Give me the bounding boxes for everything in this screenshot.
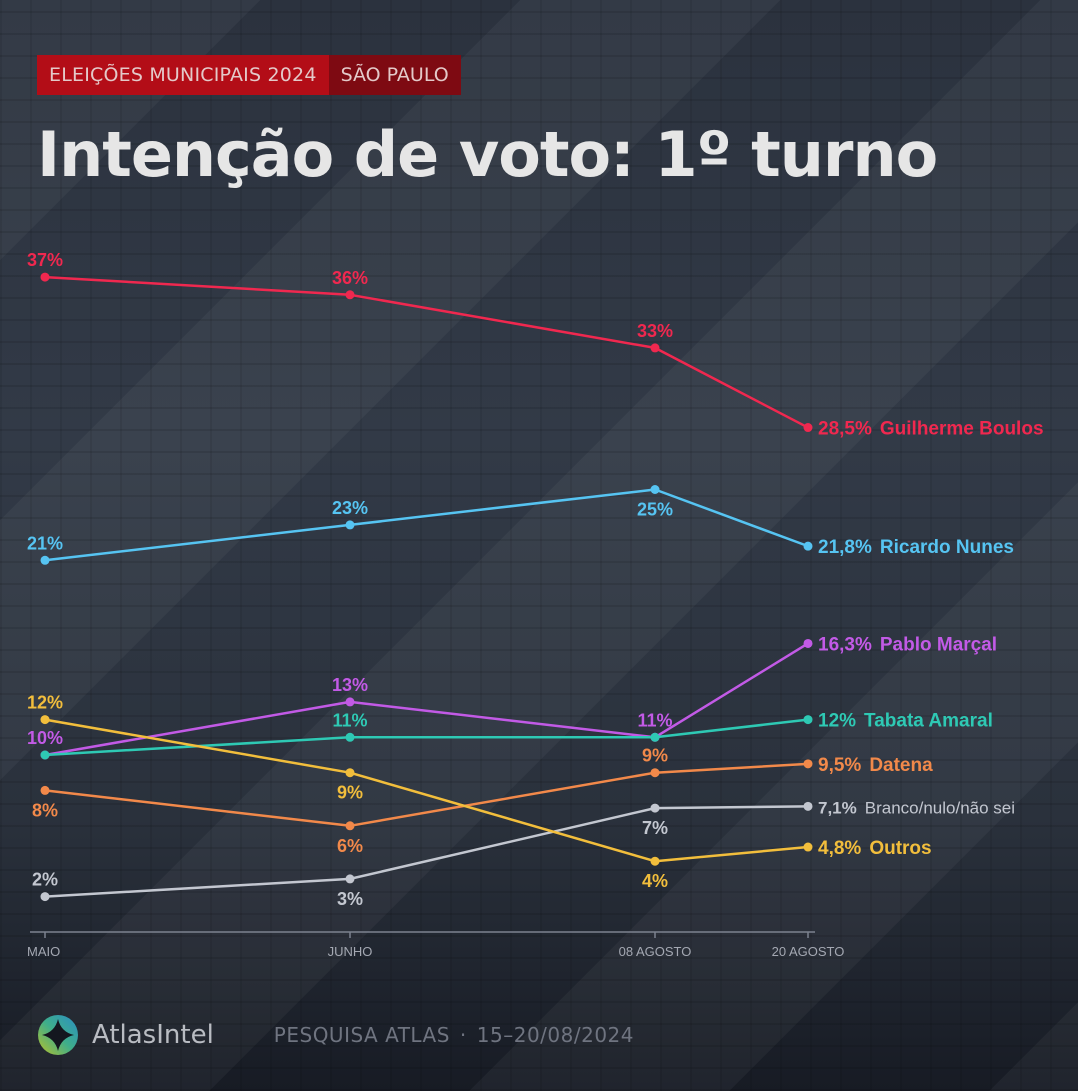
end-value: 28,5% <box>818 419 872 440</box>
brand-name: AtlasIntel <box>92 1020 214 1050</box>
series-line-tabata-amaral <box>44 718 809 757</box>
end-value: 21,8% <box>818 537 872 558</box>
point-label: 37% <box>27 250 63 270</box>
end-label: 16,3% Pablo Marçal <box>818 634 997 655</box>
x-tick-label: 08 AGOSTO <box>619 944 692 959</box>
series-name: Pablo Marçal <box>880 634 997 655</box>
end-value: 12% <box>818 711 856 732</box>
series-line-branco-nulo-n-o-sei <box>44 805 809 898</box>
end-label: 9,5% Datena <box>818 755 933 776</box>
x-tick-label: JUNHO <box>328 944 373 959</box>
end-value: 16,3% <box>818 634 872 655</box>
data-point <box>40 272 50 282</box>
end-value: 4,8% <box>818 838 861 859</box>
data-point <box>345 520 355 530</box>
series-line-pablo-mar-al <box>44 642 809 757</box>
data-point <box>40 715 50 725</box>
data-point <box>345 874 355 884</box>
data-point <box>345 290 355 300</box>
point-label: 25% <box>637 500 673 520</box>
end-label: 7,1% Branco/nulo/não sei <box>818 798 1015 817</box>
data-point <box>803 638 813 648</box>
data-point <box>650 803 660 813</box>
data-labels: 37% 36% 33% 28,5% Guilherme Boulos 21% 23% 25% 2… <box>27 250 1044 909</box>
point-label: 12% <box>27 693 63 713</box>
data-point <box>650 856 660 866</box>
atlasintel-logo-icon <box>38 1015 78 1055</box>
point-label: 3% <box>337 889 363 909</box>
data-point <box>650 732 660 742</box>
data-point <box>345 732 355 742</box>
end-label: 28,5% Guilherme Boulos <box>818 419 1044 440</box>
series-line-outros <box>44 718 809 863</box>
data-point <box>345 768 355 778</box>
data-point <box>40 785 50 795</box>
point-label: 21% <box>27 533 63 553</box>
point-label: 33% <box>637 321 673 341</box>
data-point <box>40 750 50 760</box>
series-name: Ricardo Nunes <box>880 537 1014 558</box>
point-label: 4% <box>642 871 668 891</box>
city-tag: SÃO PAULO <box>328 55 461 95</box>
end-value: 7,1% <box>818 798 857 817</box>
point-label: 7% <box>642 818 668 838</box>
point-label: 36% <box>332 268 368 288</box>
data-point <box>345 697 355 707</box>
data-point <box>650 768 660 778</box>
series-name: Datena <box>869 755 933 776</box>
series-name: Outros <box>869 838 931 859</box>
election-tag: ELEIÇÕES MUNICIPAIS 2024 <box>37 55 329 95</box>
data-point <box>803 715 813 725</box>
data-point <box>650 485 660 494</box>
series-line-guilherme-boulos <box>44 275 809 429</box>
data-point <box>650 343 660 353</box>
point-label: 23% <box>332 498 368 518</box>
chart-title: Intenção de voto: 1º turno <box>37 118 938 191</box>
data-point <box>803 541 813 551</box>
point-label: 6% <box>337 836 363 856</box>
end-label: 4,8% Outros <box>818 838 932 859</box>
data-point <box>345 821 355 831</box>
point-label: 10% <box>27 728 63 748</box>
series-name: Guilherme Boulos <box>880 419 1044 440</box>
source-text: PESQUISA ATLAS · 15–20/08/2024 <box>274 1023 634 1047</box>
end-label: 12% Tabata Amaral <box>818 711 993 732</box>
data-point <box>803 423 813 433</box>
point-label: 11% <box>332 710 367 730</box>
data-point <box>40 555 50 565</box>
source-dates: 15–20/08/2024 <box>476 1023 634 1047</box>
header-tags: ELEIÇÕES MUNICIPAIS 2024 SÃO PAULO <box>37 55 461 95</box>
data-point <box>803 759 813 769</box>
data-point <box>803 801 813 811</box>
end-label: 21,8% Ricardo Nunes <box>818 537 1014 558</box>
point-label: 11% <box>637 710 672 730</box>
footer: AtlasIntel PESQUISA ATLAS · 15–20/08/2024 <box>36 1010 634 1060</box>
x-axis: MAIO JUNHO 08 AGOSTO 20 AGOSTO <box>27 931 845 959</box>
point-label: 8% <box>32 800 58 820</box>
series-line-datena <box>44 762 809 828</box>
point-label: 2% <box>32 870 58 890</box>
data-point <box>803 842 813 852</box>
series-name: Tabata Amaral <box>864 711 993 732</box>
point-label: 13% <box>332 675 368 695</box>
source-separator: · <box>459 1023 467 1047</box>
end-value: 9,5% <box>818 755 861 776</box>
series-lines <box>40 272 813 902</box>
source-name: PESQUISA ATLAS <box>273 1023 450 1047</box>
series-name: Branco/nulo/não sei <box>865 798 1015 817</box>
point-label: 9% <box>642 746 668 766</box>
data-point <box>40 892 50 902</box>
series-line-ricardo-nunes <box>44 488 809 562</box>
point-label: 9% <box>337 783 363 803</box>
x-tick-label: MAIO <box>27 944 60 959</box>
x-tick-label: 20 AGOSTO <box>772 944 845 959</box>
